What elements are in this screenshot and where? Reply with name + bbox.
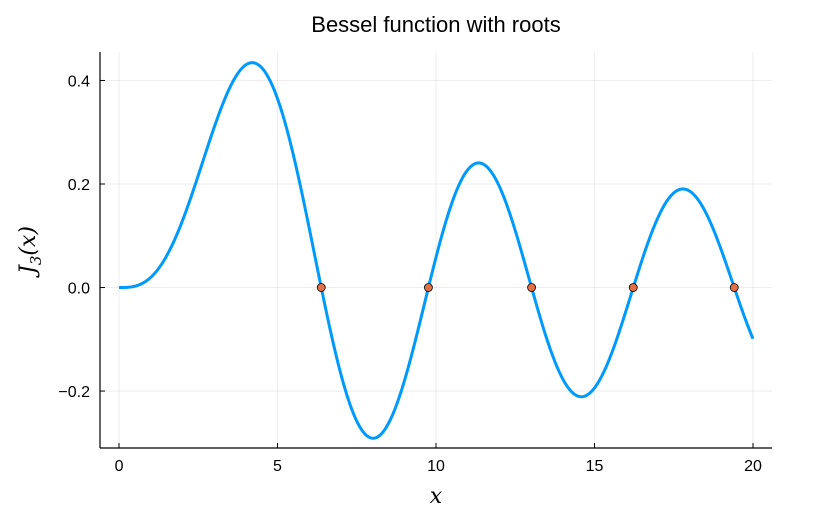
y-tick-label: −0.2: [58, 384, 90, 401]
root-marker: [424, 283, 433, 292]
root-marker: [729, 283, 739, 292]
x-axis-label: x: [430, 484, 443, 509]
x-tick-label: 15: [586, 458, 604, 475]
y-axis-label: J3(x): [16, 226, 45, 278]
root-marker: [628, 283, 638, 292]
x-tick-label: 5: [273, 458, 282, 475]
axes: [99, 52, 772, 449]
bessel-curve: [118, 61, 755, 440]
y-axis-label-base: J: [16, 264, 41, 278]
y-axis-label-arg: (x): [16, 226, 41, 256]
root-marker: [316, 283, 326, 292]
y-tick-label: 0.0: [68, 281, 90, 298]
chart-title: Bessel function with roots: [311, 12, 560, 37]
x-tick-label: 20: [744, 458, 762, 475]
x-tick-label: 10: [427, 458, 445, 475]
grid: [100, 52, 772, 448]
y-tick-label: 0.4: [68, 73, 90, 90]
y-axis-label-sub: 3: [27, 256, 45, 266]
tick-labels: 0 5 10 15 20 −0.2 0.0 0.2 0.4: [58, 73, 762, 475]
x-tick-label: 0: [115, 458, 124, 475]
series: [118, 61, 755, 440]
root-marker: [527, 283, 536, 292]
y-tick-label: 0.2: [68, 177, 90, 194]
